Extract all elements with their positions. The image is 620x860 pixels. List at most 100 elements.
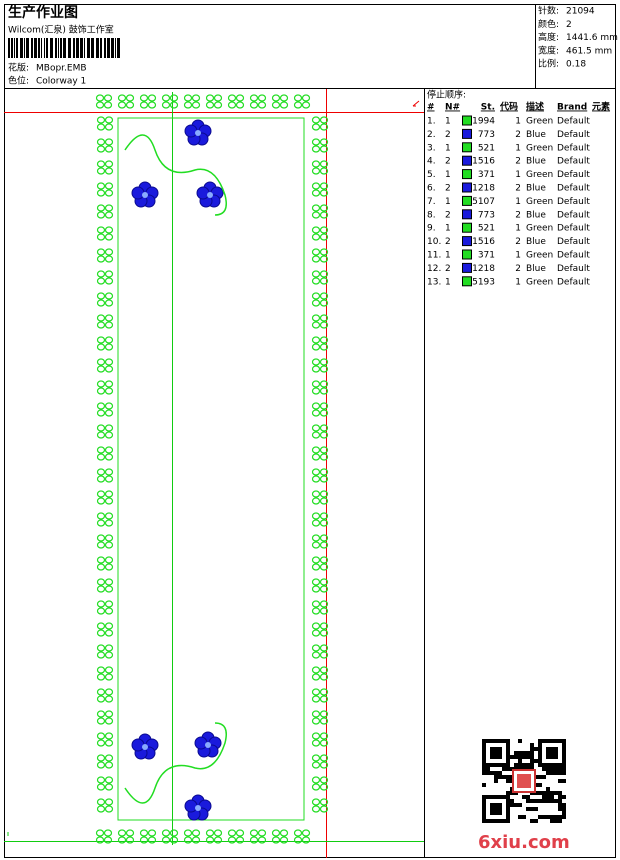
flower [196, 181, 224, 208]
petal [96, 783, 106, 791]
border-motif [271, 829, 289, 844]
border-motif [96, 204, 114, 219]
flower [131, 733, 159, 760]
qr-module [514, 803, 518, 807]
border-motif [96, 490, 114, 505]
petal [191, 101, 201, 109]
code: 1 [515, 277, 521, 287]
petal [311, 387, 321, 395]
qr-module [534, 747, 538, 751]
color-swatch [462, 262, 472, 273]
petal [319, 622, 329, 630]
petal [319, 446, 329, 454]
border-motif [311, 534, 329, 549]
border-motif [183, 94, 201, 109]
petal [96, 182, 106, 190]
brand: Default [557, 130, 590, 140]
petal [183, 829, 193, 837]
petal [104, 226, 114, 234]
petal [311, 167, 321, 175]
bar [76, 38, 79, 58]
qr-module [562, 815, 566, 819]
petal [311, 776, 321, 784]
border-motif [311, 270, 329, 285]
petal [96, 167, 106, 175]
info-value: 0.18 [566, 60, 586, 70]
table-title: 停止顺序: [427, 89, 466, 101]
qr-module [554, 771, 558, 775]
border-motif [96, 776, 114, 791]
qr-module [534, 759, 538, 763]
petal [319, 321, 329, 329]
petal [191, 836, 201, 844]
description: Green [526, 143, 553, 153]
petal [96, 211, 106, 219]
brand: Default [557, 184, 590, 194]
bar [46, 38, 48, 58]
qr-module [498, 775, 502, 779]
border-motif [249, 829, 267, 844]
petal [311, 424, 321, 432]
qr-module [530, 819, 534, 823]
design-label: 花版: [8, 62, 29, 74]
petal [96, 233, 106, 241]
qr-module [526, 807, 530, 811]
stitches: 1218 [472, 184, 495, 194]
qr-module [558, 803, 562, 807]
petal [139, 101, 149, 109]
flower [194, 731, 222, 758]
border-motif [117, 829, 135, 844]
qr-module [530, 747, 534, 751]
petal [161, 829, 171, 837]
petal [319, 314, 329, 322]
code: 2 [515, 264, 521, 274]
border-motif [311, 160, 329, 175]
petal [104, 204, 114, 212]
info-label: 颜色: [538, 18, 559, 30]
qr-module [482, 771, 486, 775]
qr-module [510, 803, 514, 807]
code: 2 [515, 130, 521, 140]
qr-module [550, 791, 554, 795]
border-motif [96, 644, 114, 659]
petal [104, 490, 114, 498]
petal [319, 805, 329, 813]
info-label: 比例: [538, 58, 559, 70]
petal [249, 836, 259, 844]
qr-module [538, 775, 542, 779]
petal [191, 94, 201, 102]
petal [205, 101, 215, 109]
qr-module [514, 755, 518, 759]
qr-module [546, 799, 550, 803]
design: MBopr.EMB [36, 64, 87, 74]
qr-module [550, 815, 554, 819]
qr-module [550, 799, 554, 803]
petal [279, 94, 289, 102]
barcode [8, 38, 120, 58]
qr-module [486, 767, 490, 771]
petal [125, 836, 135, 844]
petal [96, 497, 106, 505]
row-number: 7. [427, 197, 436, 207]
petal [319, 431, 329, 439]
petal [311, 585, 321, 593]
petal [319, 585, 329, 593]
bar [26, 38, 29, 58]
qr-module [494, 771, 498, 775]
color-swatch [462, 222, 472, 233]
description: Blue [526, 130, 546, 140]
bar [107, 38, 110, 58]
petal [125, 829, 135, 837]
petal [319, 475, 329, 483]
qr-module [558, 771, 562, 775]
petal [319, 651, 329, 659]
row-number: 10. [427, 237, 441, 247]
petal [96, 600, 106, 608]
petal [311, 453, 321, 461]
petal [311, 248, 321, 256]
row-number: 2. [427, 130, 436, 140]
petal [147, 94, 157, 102]
petal [319, 754, 329, 762]
petal [104, 475, 114, 483]
petal [104, 666, 114, 674]
